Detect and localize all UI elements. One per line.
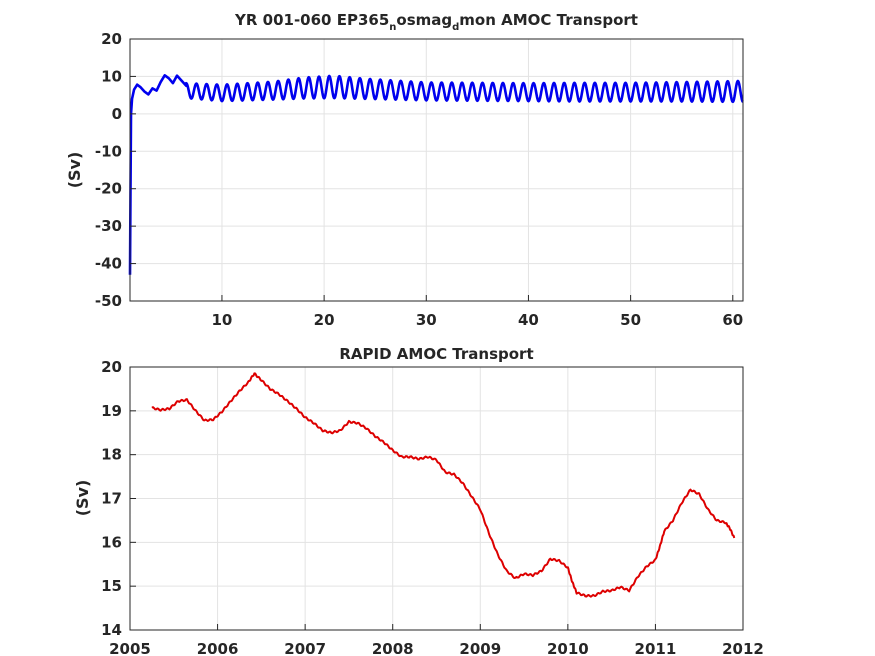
x-tick-label-rapid: 2007 — [284, 640, 326, 656]
y-tick-label-rapid: 17 — [101, 490, 122, 508]
x-tick-label-model: 50 — [620, 311, 641, 329]
y-axis-label-rapid: (Sv) — [73, 480, 92, 517]
x-tick-label-rapid: 2010 — [547, 640, 589, 656]
axes-model-amoc: 10 20 30 40 50 60 -50 -40 -30 -20 -10 0 10 20 YR 001-… — [65, 11, 744, 329]
y-tick-label-model: -30 — [95, 217, 122, 235]
title-text: osmag — [396, 11, 452, 29]
title-text: mon AMOC Transport — [459, 11, 638, 29]
axes-box-model — [129, 38, 744, 302]
x-tick-label-rapid: 2011 — [635, 640, 677, 656]
x-tick-label-rapid: 2012 — [722, 640, 764, 656]
ticks-model: 10 20 30 40 50 60 -50 -40 -30 -20 -10 0 10 20 — [95, 30, 743, 329]
y-axis-label-model: (Sv) — [65, 152, 84, 189]
chart-title-rapid: RAPID AMOC Transport — [339, 345, 533, 363]
y-tick-label-model: -10 — [95, 142, 122, 160]
title-subscript: d — [452, 22, 459, 33]
y-tick-label-model: -20 — [95, 180, 122, 198]
y-tick-label-model: 20 — [101, 30, 122, 48]
x-tick-label-model: 60 — [722, 311, 743, 329]
series-line-model — [128, 74, 744, 275]
x-tick-label-rapid: 2005 — [109, 640, 151, 656]
y-tick-label-model: -50 — [95, 292, 122, 310]
y-tick-label-model: 10 — [101, 67, 122, 85]
y-tick-label-model: -40 — [95, 255, 122, 273]
y-tick-label-rapid: 19 — [101, 402, 122, 420]
x-tick-label-model: 30 — [416, 311, 437, 329]
y-tick-label-rapid: 18 — [101, 446, 122, 464]
y-tick-label-rapid: 16 — [101, 533, 122, 551]
plot-area-model — [130, 39, 743, 301]
chart-title-model: YR 001-060 EP365nosmagdmon AMOC Transpor… — [234, 11, 638, 33]
y-tick-label-rapid: 14 — [101, 621, 122, 639]
y-tick-label-rapid: 15 — [101, 577, 122, 595]
series-line-rapid — [151, 372, 736, 598]
x-tick-label-model: 10 — [212, 311, 233, 329]
x-tick-label-model: 40 — [518, 311, 539, 329]
title-text: YR 001-060 EP365 — [234, 11, 389, 29]
x-tick-label-rapid: 2006 — [197, 640, 239, 656]
y-tick-label-rapid: 20 — [101, 358, 122, 376]
y-tick-label-model: 0 — [112, 105, 122, 123]
x-tick-label-rapid: 2009 — [459, 640, 501, 656]
axes-rapid-amoc: 2005 2006 2007 2008 2009 2010 2011 2012 14 15 16 17… — [73, 345, 764, 656]
x-tick-label-model: 20 — [314, 311, 335, 329]
x-tick-label-rapid: 2008 — [372, 640, 414, 656]
ticks-rapid: 2005 2006 2007 2008 2009 2010 2011 2012 14 15 16 17… — [101, 358, 764, 656]
title-subscript: n — [389, 22, 396, 33]
